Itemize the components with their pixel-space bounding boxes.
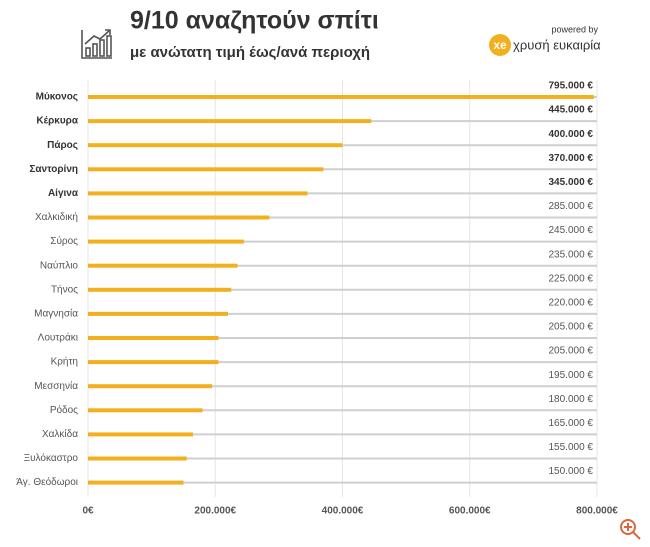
value-label: 155.000 € bbox=[549, 442, 594, 453]
category-label: Ρόδος bbox=[50, 404, 78, 416]
category-label: Σαντορίνη bbox=[29, 164, 78, 175]
value-label: 220.000 € bbox=[549, 298, 594, 309]
powered-by: powered by bbox=[551, 24, 598, 34]
bar bbox=[88, 167, 324, 172]
bar bbox=[88, 408, 203, 413]
category-label: Σύρος bbox=[50, 235, 78, 247]
value-label: 205.000 € bbox=[549, 346, 594, 357]
value-label: 165.000 € bbox=[549, 418, 594, 429]
x-tick-label: 0€ bbox=[82, 506, 94, 517]
category-label: Αίγινα bbox=[48, 188, 79, 199]
brand-mark: xe bbox=[493, 38, 507, 52]
bar bbox=[88, 143, 343, 148]
brand-name: χρυσή ευκαιρία bbox=[513, 37, 601, 52]
category-label: Χαλκιδική bbox=[35, 211, 78, 223]
value-label: 225.000 € bbox=[549, 273, 594, 284]
bar bbox=[88, 263, 238, 268]
x-tick-label: 200.000€ bbox=[194, 506, 236, 517]
bar bbox=[88, 95, 594, 99]
bar bbox=[88, 456, 187, 461]
x-tick-label: 800.000€ bbox=[576, 506, 618, 517]
bar bbox=[88, 191, 308, 196]
value-label: 205.000 € bbox=[549, 322, 594, 333]
bar bbox=[88, 360, 219, 365]
x-tick-label: 600.000€ bbox=[449, 506, 491, 517]
category-label: Τήνος bbox=[51, 283, 78, 295]
bar bbox=[88, 336, 219, 340]
value-label: 370.000 € bbox=[549, 153, 594, 164]
category-label: Ναύπλιο bbox=[40, 259, 79, 271]
bar bbox=[88, 480, 184, 485]
bar bbox=[88, 287, 232, 292]
bar bbox=[88, 239, 244, 244]
value-label: 180.000 € bbox=[549, 394, 594, 405]
zoom-icon[interactable] bbox=[620, 519, 641, 540]
value-label: 235.000 € bbox=[549, 249, 594, 260]
category-label: Μεσσηνία bbox=[34, 380, 78, 392]
chart-title: 9/10 αναζητούν σπίτι bbox=[130, 7, 379, 35]
value-label: 400.000 € bbox=[549, 129, 594, 140]
value-label: 345.000 € bbox=[549, 177, 594, 188]
category-label: Μύκονος bbox=[36, 92, 78, 103]
bar bbox=[88, 119, 372, 124]
value-label: 150.000 € bbox=[549, 466, 594, 477]
category-label: Ξυλόκαστρο bbox=[24, 452, 79, 464]
value-label: 445.000 € bbox=[549, 105, 594, 116]
value-label: 795.000 € bbox=[549, 81, 594, 92]
category-label: Κέρκυρα bbox=[36, 116, 79, 127]
brand-logo bbox=[489, 34, 511, 56]
bar bbox=[88, 215, 270, 220]
category-label: Χαλκίδα bbox=[42, 428, 78, 440]
category-label: Λουτράκι bbox=[38, 332, 78, 344]
bar bbox=[88, 384, 213, 389]
value-label: 245.000 € bbox=[549, 225, 594, 236]
category-label: Κρήτη bbox=[51, 356, 78, 368]
value-label: 195.000 € bbox=[549, 370, 594, 381]
category-label: Πάρος bbox=[47, 140, 78, 151]
x-tick-label: 400.000€ bbox=[322, 506, 364, 517]
bar bbox=[88, 311, 228, 316]
value-label: 285.000 € bbox=[549, 201, 594, 212]
chart-icon bbox=[81, 29, 112, 59]
bar bbox=[88, 432, 193, 437]
category-label: Μαγνησία bbox=[34, 308, 78, 320]
category-label: Άγ. Θεόδωροι bbox=[16, 476, 78, 488]
chart-subtitle: με ανώτατη τιμή έως/ανά περιοχή bbox=[130, 44, 370, 61]
